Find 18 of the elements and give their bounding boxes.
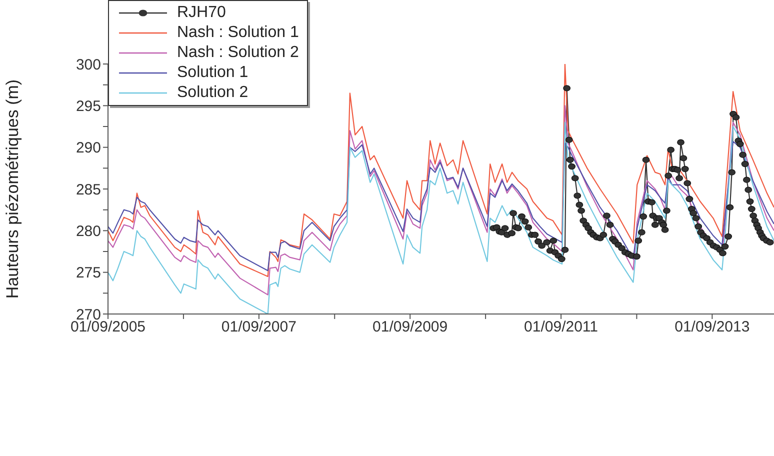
y-tick-label: 280 xyxy=(76,222,101,240)
y-tick-label: 285 xyxy=(76,181,101,198)
y-tick-label: 295 xyxy=(76,98,101,115)
x-tick-label: 01/09/2011 xyxy=(524,318,598,336)
legend-label: Nash : Solution 1 xyxy=(177,24,299,42)
x-tick-label: 01/09/2013 xyxy=(674,318,750,336)
line-series xyxy=(108,64,774,278)
y-tick-label: 290 xyxy=(76,140,101,157)
legend-label: Solution 2 xyxy=(177,84,248,102)
y-axis-title: Hauteurs piézométriques (m) xyxy=(3,79,22,299)
x-tick-label: 01/09/2007 xyxy=(221,318,296,336)
y-tick-label: 300 xyxy=(76,56,101,74)
y-tick-label: 275 xyxy=(76,264,101,282)
line-series xyxy=(108,105,774,296)
legend-label: Solution 1 xyxy=(177,64,248,82)
legend-label: Nash : Solution 2 xyxy=(177,44,299,62)
x-tick-label: 01/09/2009 xyxy=(372,318,448,336)
legend-label: RJH70 xyxy=(177,4,226,22)
